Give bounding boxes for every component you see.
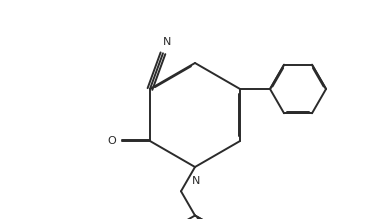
Text: O: O [107, 136, 116, 146]
Text: N: N [192, 176, 200, 186]
Text: N: N [163, 37, 171, 47]
